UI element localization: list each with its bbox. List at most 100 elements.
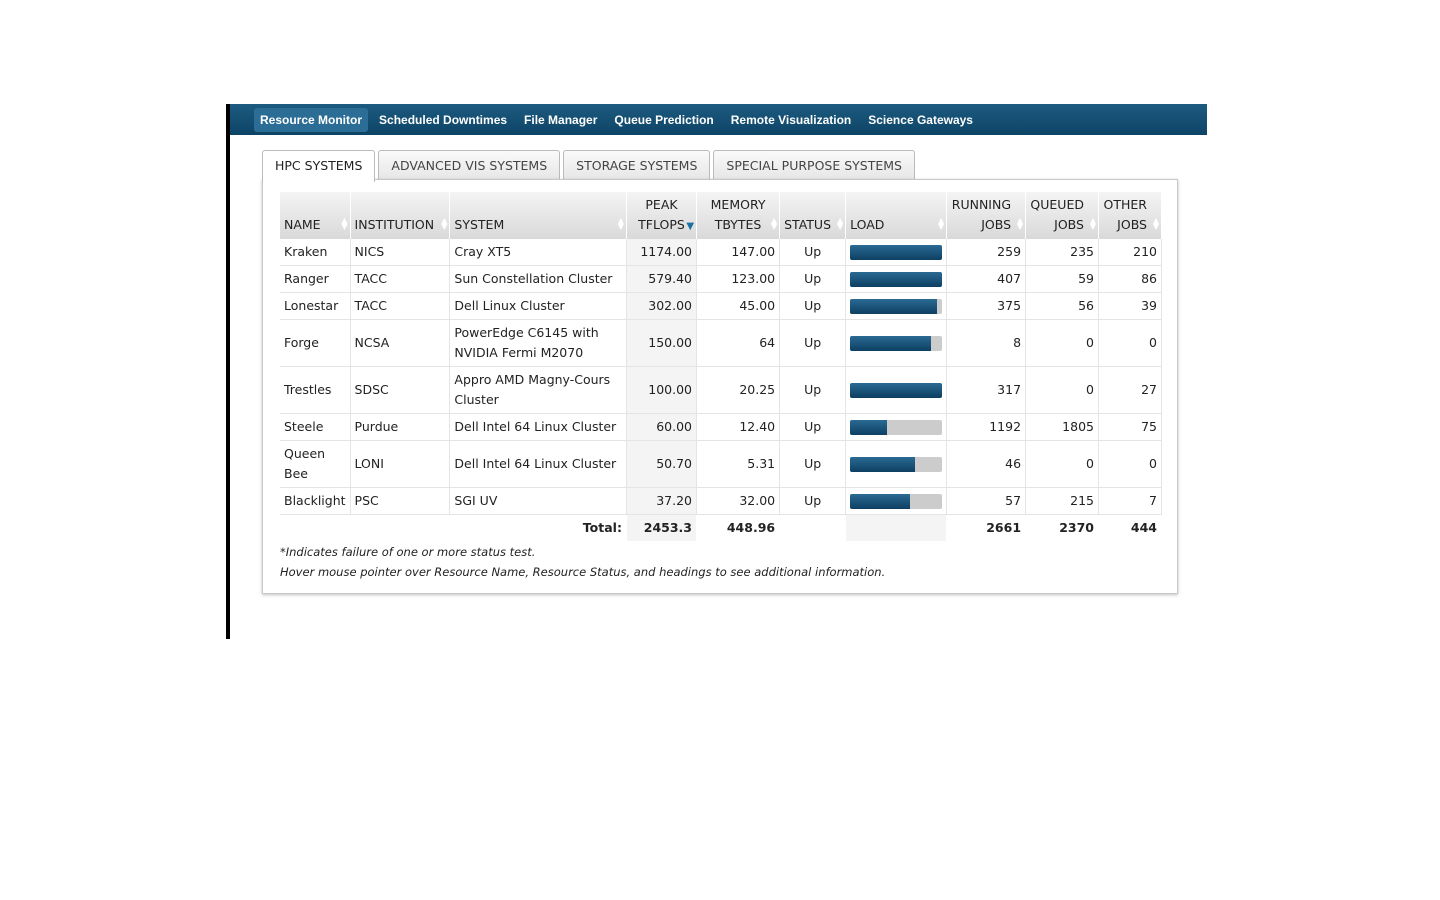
tab-storage-systems[interactable]: STORAGE SYSTEMS bbox=[563, 150, 711, 180]
resource-table: NAME ▲ ▼ INSTITUTION ▲ ▼ SYSTEM ▲ ▼ PEAK TF… bbox=[280, 192, 1163, 541]
load-bar bbox=[850, 298, 943, 314]
load-cell bbox=[845, 265, 948, 293]
memory-cell: 5.31 bbox=[696, 440, 781, 488]
other-jobs-cell: 39 bbox=[1098, 292, 1163, 320]
header-queued-jobs[interactable]: QUEUED JOBS ▲ ▼ bbox=[1025, 192, 1099, 239]
load-cell bbox=[845, 413, 948, 441]
resource-name[interactable]: Ranger bbox=[280, 265, 351, 293]
running-jobs-cell: 8 bbox=[946, 319, 1027, 367]
running-jobs-cell: 57 bbox=[946, 487, 1027, 515]
load-bar-fill bbox=[850, 335, 932, 351]
header-label: JOBS bbox=[1054, 217, 1084, 232]
other-jobs-cell: 75 bbox=[1098, 413, 1163, 441]
nav-file-manager[interactable]: File Manager bbox=[524, 112, 598, 127]
table-notes: *Indicates failure of one or more status… bbox=[280, 542, 885, 582]
table-header-row: NAME ▲ ▼ INSTITUTION ▲ ▼ SYSTEM ▲ ▼ PEAK TF… bbox=[280, 192, 1163, 239]
resource-name[interactable]: Queen Bee bbox=[280, 440, 351, 488]
other-jobs-cell: 7 bbox=[1098, 487, 1163, 515]
tab-special-purpose-systems[interactable]: SPECIAL PURPOSE SYSTEMS bbox=[713, 150, 915, 180]
sort-both-icon: ▲ ▼ bbox=[1089, 216, 1096, 231]
institution-cell: PSC bbox=[350, 487, 451, 515]
load-bar-fill bbox=[850, 456, 916, 472]
header-memory-tbytes[interactable]: MEMORY TBYTES ▲ ▼ bbox=[696, 192, 781, 239]
institution-cell: TACC bbox=[350, 265, 451, 293]
load-bar bbox=[850, 493, 943, 509]
status-cell[interactable]: Up bbox=[779, 265, 847, 293]
status-cell[interactable]: Up bbox=[779, 366, 847, 414]
header-running-jobs[interactable]: RUNNING JOBS ▲ ▼ bbox=[946, 192, 1027, 239]
nav-scheduled-downtimes[interactable]: Scheduled Downtimes bbox=[379, 112, 508, 127]
memory-cell: 12.40 bbox=[696, 413, 781, 441]
nav-resource-monitor[interactable]: Resource Monitor bbox=[254, 107, 369, 132]
load-bar-fill bbox=[850, 271, 943, 287]
header-label: NAME bbox=[284, 217, 321, 232]
resource-name[interactable]: Blacklight bbox=[280, 487, 351, 515]
tab-advanced-vis-systems[interactable]: ADVANCED VIS SYSTEMS bbox=[378, 150, 561, 180]
peak-tflops-cell: 60.00 bbox=[626, 413, 698, 441]
institution-cell: Purdue bbox=[350, 413, 451, 441]
failure-note: *Indicates failure of one or more status… bbox=[280, 545, 536, 559]
nav-remote-visualization[interactable]: Remote Visualization bbox=[730, 112, 852, 127]
sort-both-icon: ▲ ▼ bbox=[441, 216, 448, 231]
header-label: PEAK bbox=[645, 197, 678, 212]
load-bar bbox=[850, 244, 943, 260]
table-row: Forge NCSA PowerEdge C6145 with NVIDIA Fer… bbox=[280, 319, 1163, 367]
header-peak-tflops[interactable]: PEAK TFLOPS ▼ bbox=[626, 192, 698, 239]
resource-name[interactable]: Kraken bbox=[280, 239, 351, 266]
header-label: RUNNING bbox=[951, 197, 1012, 212]
status-cell[interactable]: Up bbox=[779, 292, 847, 320]
total-row: Total: 2453.3 448.96 2661 2370 444 bbox=[280, 514, 1163, 541]
header-load[interactable]: LOAD ▲ ▼ bbox=[845, 192, 948, 239]
running-jobs-cell: 259 bbox=[946, 239, 1027, 266]
other-jobs-cell: 86 bbox=[1098, 265, 1163, 293]
institution-cell: TACC bbox=[350, 292, 451, 320]
queued-jobs-cell: 1805 bbox=[1025, 413, 1099, 441]
status-cell[interactable]: Up bbox=[779, 239, 847, 266]
running-jobs-cell: 317 bbox=[946, 366, 1027, 414]
status-cell[interactable]: Up bbox=[779, 319, 847, 367]
sort-desc-icon: ▼ bbox=[686, 221, 695, 232]
resource-name[interactable]: Forge bbox=[280, 319, 351, 367]
sort-both-icon: ▲ ▼ bbox=[1152, 216, 1159, 231]
table-row: Ranger TACC Sun Constellation Cluster 579.4… bbox=[280, 265, 1163, 293]
institution-cell: LONI bbox=[350, 440, 451, 488]
resource-name[interactable]: Lonestar bbox=[280, 292, 351, 320]
institution-cell: NICS bbox=[350, 239, 451, 266]
other-jobs-cell: 0 bbox=[1098, 319, 1163, 367]
running-jobs-cell: 46 bbox=[946, 440, 1027, 488]
status-cell[interactable]: Up bbox=[779, 413, 847, 441]
header-institution[interactable]: INSTITUTION ▲ ▼ bbox=[350, 192, 451, 239]
nav-science-gateways[interactable]: Science Gateways bbox=[868, 112, 973, 127]
header-system[interactable]: SYSTEM ▲ ▼ bbox=[449, 192, 627, 239]
header-label: INSTITUTION bbox=[354, 217, 435, 232]
header-label: JOBS bbox=[981, 217, 1012, 232]
hover-note: Hover mouse pointer over Resource Name, … bbox=[280, 565, 886, 579]
table-row: Blacklight PSC SGI UV 37.20 32.00 Up 57 215 7 bbox=[280, 487, 1163, 515]
header-other-jobs[interactable]: OTHER JOBS ▲ ▼ bbox=[1098, 192, 1163, 239]
resource-name[interactable]: Steele bbox=[280, 413, 351, 441]
header-label: MEMORY bbox=[710, 197, 766, 212]
queued-jobs-cell: 215 bbox=[1025, 487, 1099, 515]
total-other: 444 bbox=[1098, 514, 1163, 541]
sort-both-icon: ▲ ▼ bbox=[341, 216, 348, 231]
header-label: SYSTEM bbox=[454, 217, 505, 232]
status-cell[interactable]: Up bbox=[779, 440, 847, 488]
queued-jobs-cell: 235 bbox=[1025, 239, 1099, 266]
peak-tflops-cell: 150.00 bbox=[626, 319, 698, 367]
header-status[interactable]: STATUS ▲ ▼ bbox=[779, 192, 847, 239]
header-label: TFLOPS bbox=[638, 217, 685, 232]
total-running: 2661 bbox=[946, 514, 1027, 541]
load-cell bbox=[845, 292, 948, 320]
status-cell[interactable]: Up bbox=[779, 487, 847, 515]
header-name[interactable]: NAME ▲ ▼ bbox=[280, 192, 351, 239]
other-jobs-cell: 0 bbox=[1098, 440, 1163, 488]
sort-both-icon: ▲ ▼ bbox=[836, 216, 844, 231]
system-cell: Cray XT5 bbox=[449, 239, 627, 266]
resource-name[interactable]: Trestles bbox=[280, 366, 351, 414]
table-row: Steele Purdue Dell Intel 64 Linux Cluster 6… bbox=[280, 413, 1163, 441]
nav-queue-prediction[interactable]: Queue Prediction bbox=[614, 112, 714, 127]
load-bar-fill bbox=[850, 382, 943, 398]
tab-hpc-systems[interactable]: HPC SYSTEMS bbox=[262, 150, 376, 182]
total-queued: 2370 bbox=[1025, 514, 1099, 541]
queued-jobs-cell: 59 bbox=[1025, 265, 1099, 293]
